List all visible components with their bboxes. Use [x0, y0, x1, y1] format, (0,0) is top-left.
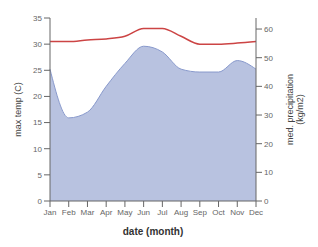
svg-text:Dec: Dec: [249, 208, 263, 217]
svg-text:30: 30: [33, 40, 42, 49]
svg-text:30: 30: [264, 111, 273, 120]
svg-text:Aug: Aug: [174, 208, 188, 217]
svg-text:20: 20: [264, 140, 273, 149]
svg-text:20: 20: [33, 92, 42, 101]
svg-text:10: 10: [33, 145, 42, 154]
svg-text:25: 25: [33, 66, 42, 75]
svg-text:60: 60: [264, 25, 273, 34]
svg-text:10: 10: [264, 168, 273, 177]
svg-text:May: May: [117, 208, 132, 217]
svg-text:Mar: Mar: [81, 208, 95, 217]
svg-text:Jun: Jun: [137, 208, 150, 217]
svg-text:med. precipitation: med. precipitation: [285, 74, 295, 145]
svg-text:Jan: Jan: [44, 208, 57, 217]
svg-text:Apr: Apr: [100, 208, 113, 217]
svg-text:max temp (C): max temp (C): [13, 82, 23, 137]
svg-text:Nov: Nov: [230, 208, 244, 217]
svg-text:0: 0: [264, 197, 269, 206]
svg-text:15: 15: [33, 118, 42, 127]
svg-text:Sep: Sep: [193, 208, 208, 217]
svg-text:Oct: Oct: [212, 208, 225, 217]
svg-text:35: 35: [33, 14, 42, 23]
svg-text:40: 40: [264, 82, 273, 91]
svg-text:50: 50: [264, 54, 273, 63]
svg-text:5: 5: [38, 171, 43, 180]
svg-text:(kg/m2): (kg/m2): [295, 94, 305, 125]
svg-text:Feb: Feb: [62, 208, 76, 217]
svg-text:date (month): date (month): [123, 226, 184, 237]
svg-text:0: 0: [38, 197, 43, 206]
svg-text:Jul: Jul: [157, 208, 167, 217]
